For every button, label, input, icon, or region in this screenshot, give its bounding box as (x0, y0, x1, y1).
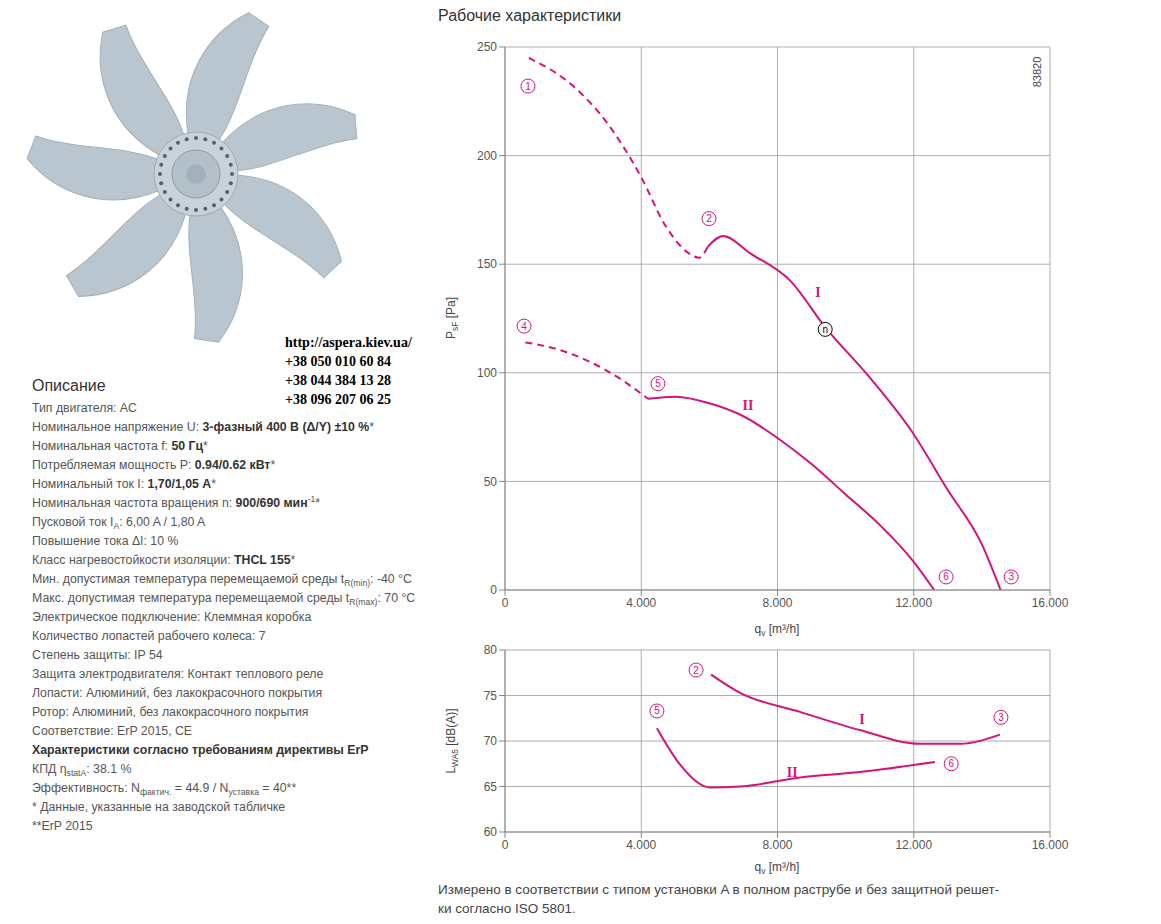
html-text:Номинальный ток I: 1,70/1,05 А: Номинальный ток I: 1,70/1,05 А * (32, 477, 216, 491)
html-text:+38 096 207 06 25: +38 096 207 06 25 (285, 392, 391, 407)
html-text:P: P (443, 331, 458, 339)
svg-text:60: 60 (484, 825, 498, 839)
svg-text:16.000: 16.000 (1032, 596, 1069, 610)
html-text:ки согласно ISO 5801.: ки согласно ISO 5801. (438, 901, 576, 916)
html-text:КПД ηstatA: 38.1 %: КПД ηstatA: 38.1 % (32, 762, 132, 779)
svg-text:II: II (743, 398, 754, 413)
html-text:Количество лопастей рабочего к: Количество лопастей рабочего колеса: 7 (32, 629, 266, 643)
html-text:Тип двигателя: AC: Тип двигателя: AC (32, 401, 137, 415)
svg-text:80: 80 (484, 643, 498, 657)
html-text:+38 044 384 13 28: +38 044 384 13 28 (285, 373, 391, 388)
html-text:WA5: WA5 (450, 749, 461, 767)
svg-text:4: 4 (521, 321, 527, 332)
html-text:Характеристики согласно требов: Характеристики согласно требованиям дире… (32, 743, 369, 757)
svg-text:6: 6 (948, 758, 954, 769)
svg-text:8.000: 8.000 (762, 596, 792, 610)
svg-text:65: 65 (484, 780, 498, 794)
html-text:Макс. допустимая температура п: Макс. допустимая температура перемещаемо… (32, 591, 416, 608)
svg-text:1: 1 (525, 81, 531, 92)
svg-text:2: 2 (706, 213, 712, 224)
html-text:* Данные, указанные на заводск: * Данные, указанные на заводской табличк… (32, 800, 286, 814)
html-text:Повышение тока ΔI: 10 %: Повышение тока ΔI: 10 % (32, 534, 179, 548)
svg-text:200: 200 (477, 149, 497, 163)
svg-text:70: 70 (484, 734, 498, 748)
html-text:Измерено в соответствии с типо: Измерено в соответствии с типом установк… (438, 882, 1000, 897)
svg-text:3: 3 (998, 712, 1004, 723)
html-text:Номинальное напряжение U: 3-фа: Номинальное напряжение U: 3-фазный 400 В… (32, 420, 375, 434)
svg-text:50: 50 (484, 475, 498, 489)
svg-text:150: 150 (477, 257, 497, 271)
svg-text:II: II (787, 765, 798, 780)
svg-text:100: 100 (477, 366, 497, 380)
svg-text:2: 2 (693, 665, 699, 676)
html-text:Эффективность: Nфактич.= 44.9: Эффективность: Nфактич.= 44.9 / Nуставка… (32, 781, 297, 798)
svg-text:75: 75 (484, 689, 498, 703)
html-text:Класс нагревостойкости изоляци: Класс нагревостойкости изоляции: THCL 15… (32, 553, 296, 567)
html-text:+38 050 010 60 84: +38 050 010 60 84 (285, 354, 391, 369)
svg-text:0: 0 (490, 583, 497, 597)
html-text:Рабочие характеристики: Рабочие характеристики (438, 7, 622, 24)
svg-text:I: I (815, 285, 820, 300)
svg-text:8.000: 8.000 (762, 838, 792, 852)
html-text:Ротор: Алюминий, без лакокрасо: Ротор: Алюминий, без лакокрасочного покр… (32, 705, 309, 719)
html-text:qv [m³/h]: qv [m³/h] (754, 859, 800, 877)
html-text:Номинальная частота вращения n: Номинальная частота вращения n: 900/690 … (32, 493, 320, 510)
html-text:Пусковой ток IA: 6,00 A / 1,80: Пусковой ток IA: 6,00 A / 1,80 A (32, 515, 206, 532)
svg-text:0: 0 (502, 838, 509, 852)
html-text:Соответствие: ErP 2015, CE: Соответствие: ErP 2015, CE (32, 724, 193, 738)
html-text:L: L (443, 766, 458, 774)
svg-text:250: 250 (477, 40, 497, 54)
svg-text:3: 3 (1008, 571, 1014, 582)
html-text:[Pa]: [Pa] (443, 297, 458, 319)
html-text:83820: 83820 (1031, 56, 1043, 88)
svg-text:4.000: 4.000 (626, 838, 656, 852)
svg-text:5: 5 (654, 705, 660, 716)
svg-text:12.000: 12.000 (895, 596, 932, 610)
html-text:Лопасти: Алюминий, без лакокра: Лопасти: Алюминий, без лакокрасочного по… (32, 686, 323, 700)
svg-text:n: n (822, 324, 828, 335)
html-text:Степень защиты: IP 54: Степень защиты: IP 54 (32, 648, 163, 662)
svg-text:12.000: 12.000 (895, 838, 932, 852)
svg-text:0: 0 (502, 596, 509, 610)
html-text:Электрическое подключение: Кле: Электрическое подключение: Клеммная коро… (32, 610, 312, 624)
svg-text:5: 5 (655, 378, 661, 389)
html-text:**ErP 2015: **ErP 2015 (32, 819, 93, 833)
html-text:Потребляемая мощность P: 0.94/: Потребляемая мощность P: 0.94/0.62 кВт * (32, 458, 276, 472)
html-text:Описание: Описание (32, 377, 106, 394)
svg-text:16.000: 16.000 (1032, 838, 1069, 852)
svg-text:4.000: 4.000 (626, 596, 656, 610)
html-text:Защита электродвигателя: Конта: Защита электродвигателя: Контакт теплово… (32, 667, 324, 681)
html-text:Номинальная частота f: 50 Гц *: Номинальная частота f: 50 Гц * (32, 439, 208, 453)
svg-text:6: 6 (943, 571, 949, 582)
html-text:sF: sF (450, 321, 461, 331)
html-text:[dB(A)]: [dB(A)] (443, 708, 458, 746)
html-text:qv [m³/h]: qv [m³/h] (754, 621, 800, 639)
svg-text:I: I (859, 712, 864, 727)
html-text:http://aspera.kiev.ua/: http://aspera.kiev.ua/ (285, 335, 412, 350)
html-text:Мин. допустимая температура пе: Мин. допустимая температура перемещаемой… (32, 572, 412, 589)
